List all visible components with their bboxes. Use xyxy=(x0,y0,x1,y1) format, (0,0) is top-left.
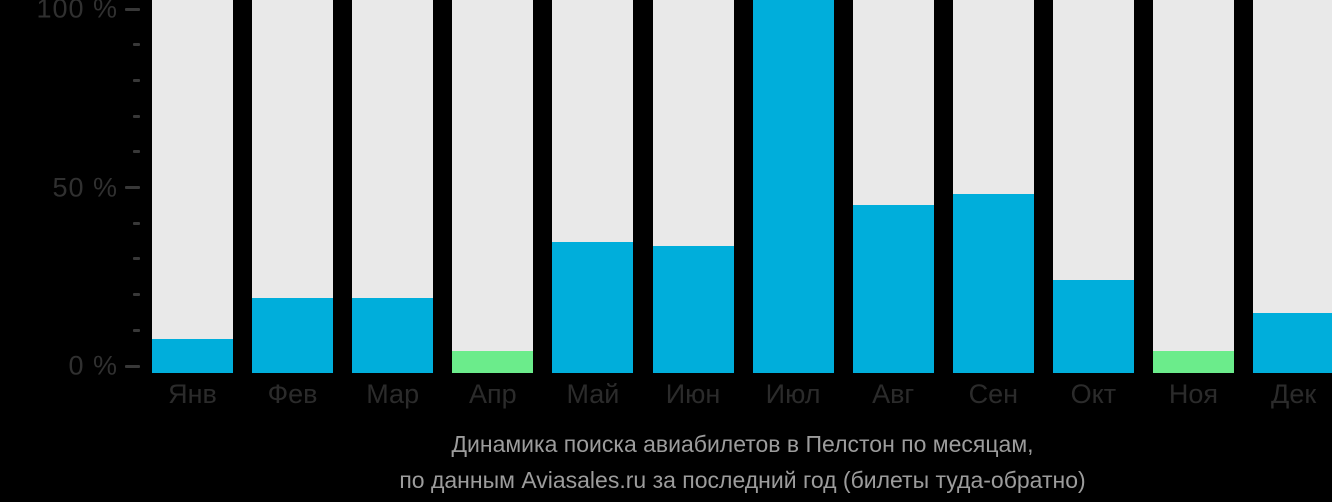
bar-value-jul xyxy=(752,0,834,373)
bar-track-mar xyxy=(352,0,434,373)
chart-caption: Динамика поиска авиабилетов в Пелстон по… xyxy=(152,426,1332,498)
x-tick-label-jan: Янв xyxy=(168,379,217,409)
y-major-tick-0 xyxy=(125,364,140,368)
bar-value-may xyxy=(552,242,634,373)
bar-track-oct xyxy=(1052,0,1134,373)
y-minor-tick-20 xyxy=(133,293,140,297)
bar-track-apr xyxy=(452,0,534,373)
y-minor-tick-70 xyxy=(133,114,140,118)
bar-value-aug xyxy=(852,205,934,373)
bar-value-dec xyxy=(1253,313,1332,373)
y-major-tick-50 xyxy=(125,186,140,189)
y-minor-tick-10 xyxy=(133,328,140,332)
y-tick-label-100: 100 % xyxy=(36,0,118,24)
bar-track-feb xyxy=(252,0,334,373)
bar-track-may xyxy=(552,0,634,373)
y-minor-tick-80 xyxy=(133,78,140,82)
y-minor-tick-60 xyxy=(133,150,140,154)
caption-line-2: по данным Aviasales.ru за последний год … xyxy=(399,467,1086,493)
y-tick-label-0: 0 % xyxy=(68,350,118,381)
x-tick-label-jun: Июн xyxy=(665,379,721,409)
y-major-tick-100 xyxy=(125,7,140,11)
caption-line-1: Динамика поиска авиабилетов в Пелстон по… xyxy=(451,431,1034,457)
bar-track-jan xyxy=(152,0,233,373)
x-tick-label-oct: Окт xyxy=(1070,379,1117,409)
x-tick-label-sep: Сен xyxy=(968,379,1019,409)
bar-track-nov xyxy=(1153,0,1234,373)
bar-track-aug xyxy=(852,0,934,373)
bar-track-jun xyxy=(652,0,734,373)
x-tick-label-dec: Дек xyxy=(1271,379,1317,409)
x-tick-label-mar: Мар xyxy=(366,379,420,409)
bar-track-dec xyxy=(1253,0,1332,373)
y-minor-tick-30 xyxy=(133,257,140,261)
x-tick-label-may: Май xyxy=(566,379,620,409)
bar-value-apr xyxy=(452,350,534,373)
y-minor-tick-40 xyxy=(133,221,140,225)
bar-value-mar xyxy=(352,298,434,373)
y-tick-label-50: 50 % xyxy=(52,172,118,202)
y-minor-tick-90 xyxy=(133,43,140,47)
bar-track-jul xyxy=(752,0,834,373)
x-tick-label-feb: Фев xyxy=(267,379,318,409)
bar-track-sep xyxy=(952,0,1034,373)
bar-value-jun xyxy=(652,246,734,373)
x-tick-label-aug: Авг xyxy=(872,379,915,409)
bar-value-nov xyxy=(1153,350,1234,373)
bar-value-jan xyxy=(152,339,233,373)
x-tick-label-apr: Апр xyxy=(468,379,517,409)
x-tick-label-jul: Июл xyxy=(765,379,821,409)
bar-value-oct xyxy=(1052,279,1134,373)
bar-value-sep xyxy=(952,193,1034,373)
bar-value-feb xyxy=(252,298,334,373)
x-tick-label-nov: Ноя xyxy=(1168,379,1219,409)
